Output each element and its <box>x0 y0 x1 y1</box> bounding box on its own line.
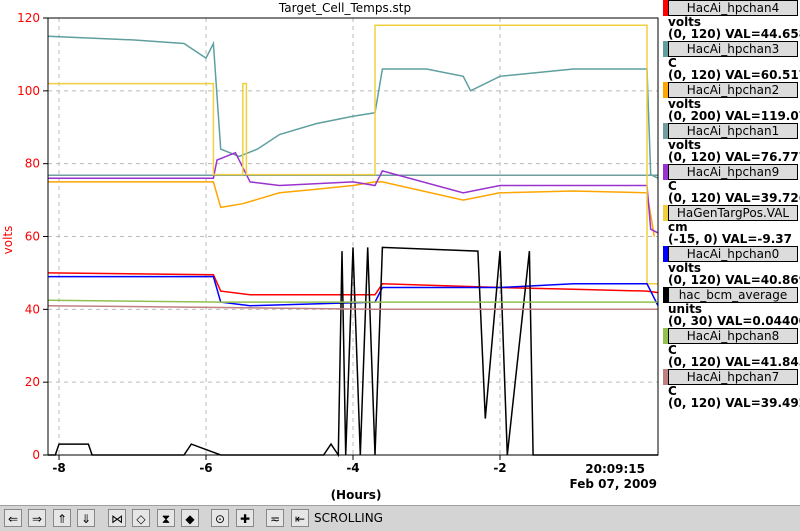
y-tick-label: 100 <box>17 84 40 98</box>
legend-units: C <box>668 56 677 70</box>
y-axis-label: volts <box>1 226 15 255</box>
add-button[interactable]: ✚ <box>236 509 254 527</box>
series-lines <box>47 24 659 458</box>
legend-units: volts <box>668 15 702 29</box>
legend-item[interactable]: HaGenTargPos.VAL cm (-15, 0) VAL=-9.37 <box>663 205 800 246</box>
legend-series-name[interactable]: HaGenTargPos.VAL <box>668 205 798 221</box>
compress-x-button[interactable]: ⋈ <box>108 509 126 527</box>
autoscale-button[interactable]: ≂ <box>266 509 284 527</box>
legend-units: cm <box>668 220 688 234</box>
legend-units: volts <box>668 261 702 275</box>
series-line-hacai-hpchan0 <box>48 275 659 307</box>
scroll-right-button[interactable]: ⇒ <box>28 509 46 527</box>
legend-units: units <box>668 302 703 316</box>
legend-series-name[interactable]: HacAi_hpchan4 <box>668 0 798 16</box>
x-time-label: 20:09:15 <box>585 462 645 476</box>
legend-range-value: (0, 120) VAL=60.5176 <box>668 68 800 82</box>
legend-units: C <box>668 384 677 398</box>
y-tick-label: 0 <box>32 448 40 462</box>
legend-series-name[interactable]: hac_bcm_average <box>668 287 798 303</box>
legend-series-name[interactable]: HacAi_hpchan3 <box>668 41 798 57</box>
legend-series-name[interactable]: HacAi_hpchan9 <box>668 164 798 180</box>
legend-color-swatch <box>663 205 668 221</box>
legend-range-value: (0, 120) VAL=39.4922 <box>668 396 800 410</box>
legend-units: C <box>668 343 677 357</box>
tick-labels: 0 20 40 60 80 100 120 -8 -6 -4 -2 <box>17 11 507 475</box>
y-tick-label: 60 <box>25 230 40 244</box>
legend-range-value: (-15, 0) VAL=-9.37 <box>668 232 792 246</box>
scroll-down-button[interactable]: ⇓ <box>77 509 95 527</box>
legend-color-swatch <box>663 287 668 303</box>
compress-y-button[interactable]: ⧗ <box>157 509 175 527</box>
legend-color-swatch <box>663 0 668 16</box>
series-line-hacai-hpchan7 <box>47 304 658 311</box>
x-tick-label: -2 <box>493 461 506 475</box>
series-line-hacai-hpchan8 <box>47 299 658 303</box>
x-axis-label: (Hours) <box>331 488 382 502</box>
legend-series-name[interactable]: HacAi_hpchan8 <box>668 328 798 344</box>
legend-range-value: (0, 120) VAL=41.8457 <box>668 355 800 369</box>
chart-title: Target_Cell_Temps.stp <box>278 1 411 15</box>
legend-color-swatch <box>663 123 668 139</box>
strip-chart: Target_Cell_Temps.stp volts (Hours) 20:0… <box>1 1 659 502</box>
y-tick-label: 120 <box>17 11 40 25</box>
zoom-button[interactable]: ⊙ <box>211 509 229 527</box>
expand-y-button[interactable]: ◆ <box>181 509 199 527</box>
scroll-up-button[interactable]: ⇑ <box>53 509 71 527</box>
toolbar: SCROLLING ⇐ ⇒ ⇑ ⇓ ⋈ ◇ ⧗ ◆ ⊙ ✚ ≂ ⇤ <box>0 505 800 531</box>
series-line-hac-bcm-average <box>48 246 658 458</box>
legend-color-swatch <box>663 246 668 262</box>
series-line-hacai-hpchan3 <box>47 35 659 179</box>
scroll-left-button[interactable]: ⇐ <box>4 509 22 527</box>
legend-color-swatch <box>663 164 668 180</box>
legend-units: C <box>668 179 677 193</box>
series-line-hacai-hpchan4 <box>47 272 659 296</box>
x-tick-label: -8 <box>52 461 65 475</box>
legend-color-swatch <box>663 328 668 344</box>
x-tick-label: -6 <box>199 461 212 475</box>
legend-range-value: (0, 120) VAL=40.8691 <box>668 273 800 287</box>
legend-range-value: (0, 120) VAL=76.7773 <box>668 150 800 164</box>
legend-series-name[interactable]: HacAi_hpchan0 <box>668 246 798 262</box>
legend-color-swatch <box>663 369 668 385</box>
legend-range-value: (0, 120) VAL=39.7266 <box>668 191 800 205</box>
legend-color-swatch <box>663 82 668 98</box>
legend-color-swatch <box>663 41 668 57</box>
legend-range-value: (0, 30) VAL=0.0440006 <box>668 314 800 328</box>
legend-units: volts <box>668 97 702 111</box>
y-tick-label: 80 <box>25 157 40 171</box>
legend-series-name[interactable]: HacAi_hpchan1 <box>668 123 798 139</box>
y-tick-label: 40 <box>25 302 40 316</box>
legend-series-name[interactable]: HacAi_hpchan2 <box>668 82 798 98</box>
legend-series-name[interactable]: HacAi_hpchan7 <box>668 369 798 385</box>
series-line-hacai-hpchan9 <box>48 151 659 234</box>
x-tick-label: -4 <box>346 461 359 475</box>
legend-units: volts <box>668 138 702 152</box>
legend-range-value: (0, 120) VAL=44.6582 <box>668 27 800 41</box>
series-line-hacai-hpchan2 <box>48 181 656 237</box>
legend-range-value: (0, 200) VAL=119.072 <box>668 109 800 123</box>
x-date-label: Feb 07, 2009 <box>570 477 657 491</box>
scroll-mode-button[interactable]: ⇤ <box>291 509 309 527</box>
expand-x-button[interactable]: ◇ <box>132 509 150 527</box>
scroll-status: SCROLLING <box>314 511 383 525</box>
y-tick-label: 20 <box>25 375 40 389</box>
series-line-hagentargpos-val <box>48 24 658 285</box>
